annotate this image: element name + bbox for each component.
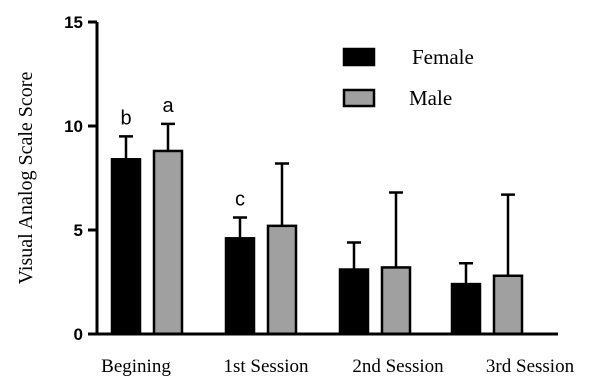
y-tick-label: 0 [74, 325, 83, 344]
bar-female-1 [224, 237, 256, 336]
bar-male-2 [380, 266, 412, 336]
bar-female-3 [450, 282, 482, 336]
y-tick-label: 15 [64, 13, 83, 32]
x-tick-label: Begining [101, 356, 171, 377]
error-bar-female-3 [459, 262, 473, 285]
error-bar-female-0 [119, 135, 133, 160]
plot-area: b c a 0 5 10 15 Begining 1st Session 2nd Session 3… [64, 13, 574, 377]
bar-male-3 [492, 274, 524, 336]
legend-swatch-male [342, 88, 376, 108]
legend: Female Male [342, 45, 474, 110]
error-bar-female-1 [233, 216, 247, 239]
significance-label: b [120, 107, 131, 129]
bar-female-0 [110, 158, 142, 336]
significance-label: a [162, 95, 174, 117]
x-tick-label: 3rd Session [486, 356, 575, 377]
y-axis-label: Visual Analog Scale Score [15, 72, 37, 285]
error-bar-male-2 [389, 191, 403, 268]
error-bar-male-1 [275, 162, 289, 226]
legend-label-female: Female [412, 45, 474, 69]
error-bar-male-3 [501, 193, 515, 276]
legend-label-male: Male [409, 86, 452, 110]
x-tick-label: 2nd Session [352, 356, 444, 377]
y-tick-label: 10 [64, 117, 83, 136]
bar-male-1 [266, 224, 298, 336]
y-tick-label: 5 [74, 221, 83, 240]
significance-label: c [235, 189, 245, 211]
bar-female-2 [338, 268, 370, 336]
error-bar-male-0 [161, 122, 175, 151]
x-tick-label: 1st Session [224, 356, 309, 377]
legend-swatch-female [342, 47, 376, 67]
bar-male-0 [152, 149, 184, 336]
error-bar-female-2 [347, 241, 361, 270]
